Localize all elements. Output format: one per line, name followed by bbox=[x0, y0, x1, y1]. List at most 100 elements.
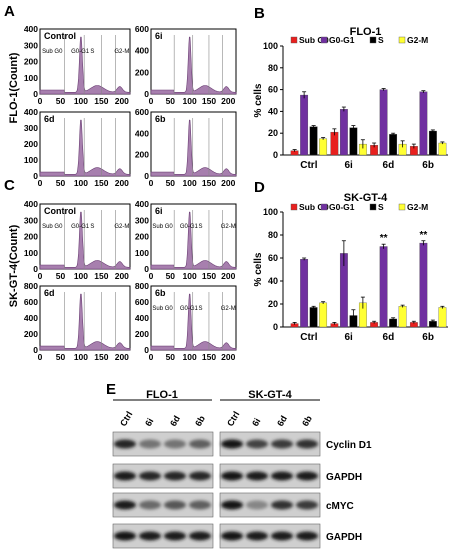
y-tick-label: 40 bbox=[268, 276, 278, 286]
blot-band bbox=[139, 531, 161, 541]
histogram-frame bbox=[150, 203, 237, 270]
lane-label: 6i bbox=[250, 416, 262, 428]
gate-label: S bbox=[198, 224, 202, 230]
y-tick-label: 100 bbox=[263, 41, 278, 51]
histogram-ytick: 0 bbox=[33, 171, 38, 181]
histogram-ytick: 800 bbox=[135, 281, 149, 291]
y-tick-label: 20 bbox=[268, 128, 278, 138]
bar bbox=[419, 91, 428, 156]
lane-label: 6d bbox=[275, 414, 289, 428]
blot-band bbox=[114, 531, 136, 541]
blot-band bbox=[246, 531, 268, 541]
histogram-ytick: 100 bbox=[135, 248, 149, 258]
gate-label: G2-M bbox=[221, 306, 236, 312]
y-tick-label: 60 bbox=[268, 253, 278, 263]
bar-chart-0: FLO-1 % cells 0 20 40 60 80 100 Sub G0 G0-G1 S G2-M… bbox=[253, 26, 448, 171]
histogram-xtick: 50 bbox=[166, 352, 176, 362]
histogram-xtick: 150 bbox=[202, 352, 216, 362]
bar-chart-1: SK-GT-4 % cells 0 20 40 60 80 100 Sub G0 G0-G1 S G2… bbox=[253, 192, 448, 343]
bar bbox=[300, 94, 309, 156]
histogram-xtick: 200 bbox=[115, 352, 129, 362]
histogram-ytick: 400 bbox=[135, 128, 149, 138]
histogram-xtick: 0 bbox=[38, 178, 43, 188]
histogram-ytick: 0 bbox=[33, 345, 38, 355]
gate-label: S bbox=[90, 49, 94, 55]
histogram-ytick: 200 bbox=[135, 232, 149, 242]
gate-label: Sub G0 bbox=[42, 224, 63, 230]
histogram-ytick: 100 bbox=[24, 73, 38, 83]
blot-band bbox=[164, 500, 186, 510]
blot-band bbox=[246, 500, 268, 510]
blot-band bbox=[114, 439, 136, 449]
legend-label: Sub G0 bbox=[299, 202, 329, 212]
legend-label: Sub G0 bbox=[299, 35, 329, 45]
histogram-ytick: 200 bbox=[135, 67, 149, 77]
histogram-ytick: 0 bbox=[144, 264, 149, 274]
histogram-ytick: 400 bbox=[24, 107, 38, 117]
histogram-ytick: 600 bbox=[135, 24, 149, 34]
histogram-ytick: 0 bbox=[144, 345, 149, 355]
blot-band bbox=[221, 439, 243, 449]
histogram-ytick: 0 bbox=[144, 171, 149, 181]
legend-swatch bbox=[320, 203, 328, 211]
blot-band bbox=[221, 500, 243, 510]
histogram-xtick: 100 bbox=[74, 96, 88, 106]
histogram-ytick: 100 bbox=[24, 248, 38, 258]
lane-label: 6b bbox=[193, 413, 207, 428]
legend-label: G2-M bbox=[407, 35, 428, 45]
blot-row-label: cMYC bbox=[326, 501, 354, 512]
legend-swatch bbox=[398, 36, 406, 44]
histogram-xtick: 150 bbox=[94, 178, 108, 188]
category-label: 6d bbox=[383, 332, 395, 343]
panel-letter-a: A bbox=[4, 3, 15, 20]
histogram-label: 6b bbox=[155, 288, 166, 298]
category-label: 6i bbox=[344, 160, 353, 171]
bar bbox=[419, 242, 428, 328]
chart-title: SK-GT-4 bbox=[344, 192, 388, 204]
histogram-frame bbox=[150, 285, 237, 351]
histogram-1-0: Sub G0 G0-G1 S G2-M Control 400 300 200 100 00 50 1… bbox=[24, 199, 131, 281]
histogram-xtick: 100 bbox=[183, 352, 197, 362]
bar bbox=[300, 258, 309, 328]
histogram-ytick: 100 bbox=[24, 155, 38, 165]
blot-band bbox=[296, 500, 318, 510]
histogram-ytick: 300 bbox=[24, 215, 38, 225]
blot-group-skgt4: SK-GT-4 bbox=[248, 389, 292, 401]
y-tick-label: 80 bbox=[268, 230, 278, 240]
bar bbox=[309, 126, 318, 156]
histogram-ytick: 400 bbox=[24, 313, 38, 323]
histogram-xtick: 150 bbox=[94, 352, 108, 362]
histogram-xtick: 200 bbox=[221, 178, 235, 188]
histogram-frame bbox=[39, 28, 131, 95]
legend-swatch bbox=[369, 203, 377, 211]
histogram-0-1: 6i 600 400 200 00 50 100 150 200 bbox=[135, 24, 237, 106]
histogram-ytick: 200 bbox=[24, 232, 38, 242]
blot-band bbox=[246, 471, 268, 481]
blot-band bbox=[189, 471, 211, 481]
gate-label: Sub G0 bbox=[42, 49, 63, 55]
blot-band bbox=[114, 500, 136, 510]
blot-band bbox=[139, 439, 161, 449]
bar bbox=[349, 127, 358, 156]
histogram-xtick: 200 bbox=[221, 352, 235, 362]
histogram-xtick: 100 bbox=[74, 178, 88, 188]
histogram-xtick: 50 bbox=[56, 271, 66, 281]
panel-letter-e: E bbox=[106, 381, 116, 398]
histogram-ylabel-skgt4: SK-GT-4(Count) bbox=[8, 224, 20, 307]
histogram-ytick: 800 bbox=[24, 281, 38, 291]
histogram-xtick: 100 bbox=[74, 271, 88, 281]
histogram-xtick: 0 bbox=[38, 271, 43, 281]
gate-label: G0-G1 bbox=[180, 224, 199, 230]
histogram-xtick: 0 bbox=[38, 96, 43, 106]
blot-band bbox=[296, 471, 318, 481]
significance-mark: ** bbox=[380, 233, 388, 244]
histogram-xtick: 0 bbox=[149, 178, 154, 188]
histogram-xtick: 200 bbox=[115, 178, 129, 188]
lane-label: Ctrl bbox=[118, 410, 134, 428]
histogram-ytick: 200 bbox=[24, 139, 38, 149]
histogram-1-3: Sub G0 G0-G1 S G2-M 6b 800 600 400 200 00 50 100 150… bbox=[135, 281, 237, 362]
histogram-xtick: 150 bbox=[202, 271, 216, 281]
bar bbox=[339, 109, 348, 156]
bar bbox=[389, 318, 398, 328]
